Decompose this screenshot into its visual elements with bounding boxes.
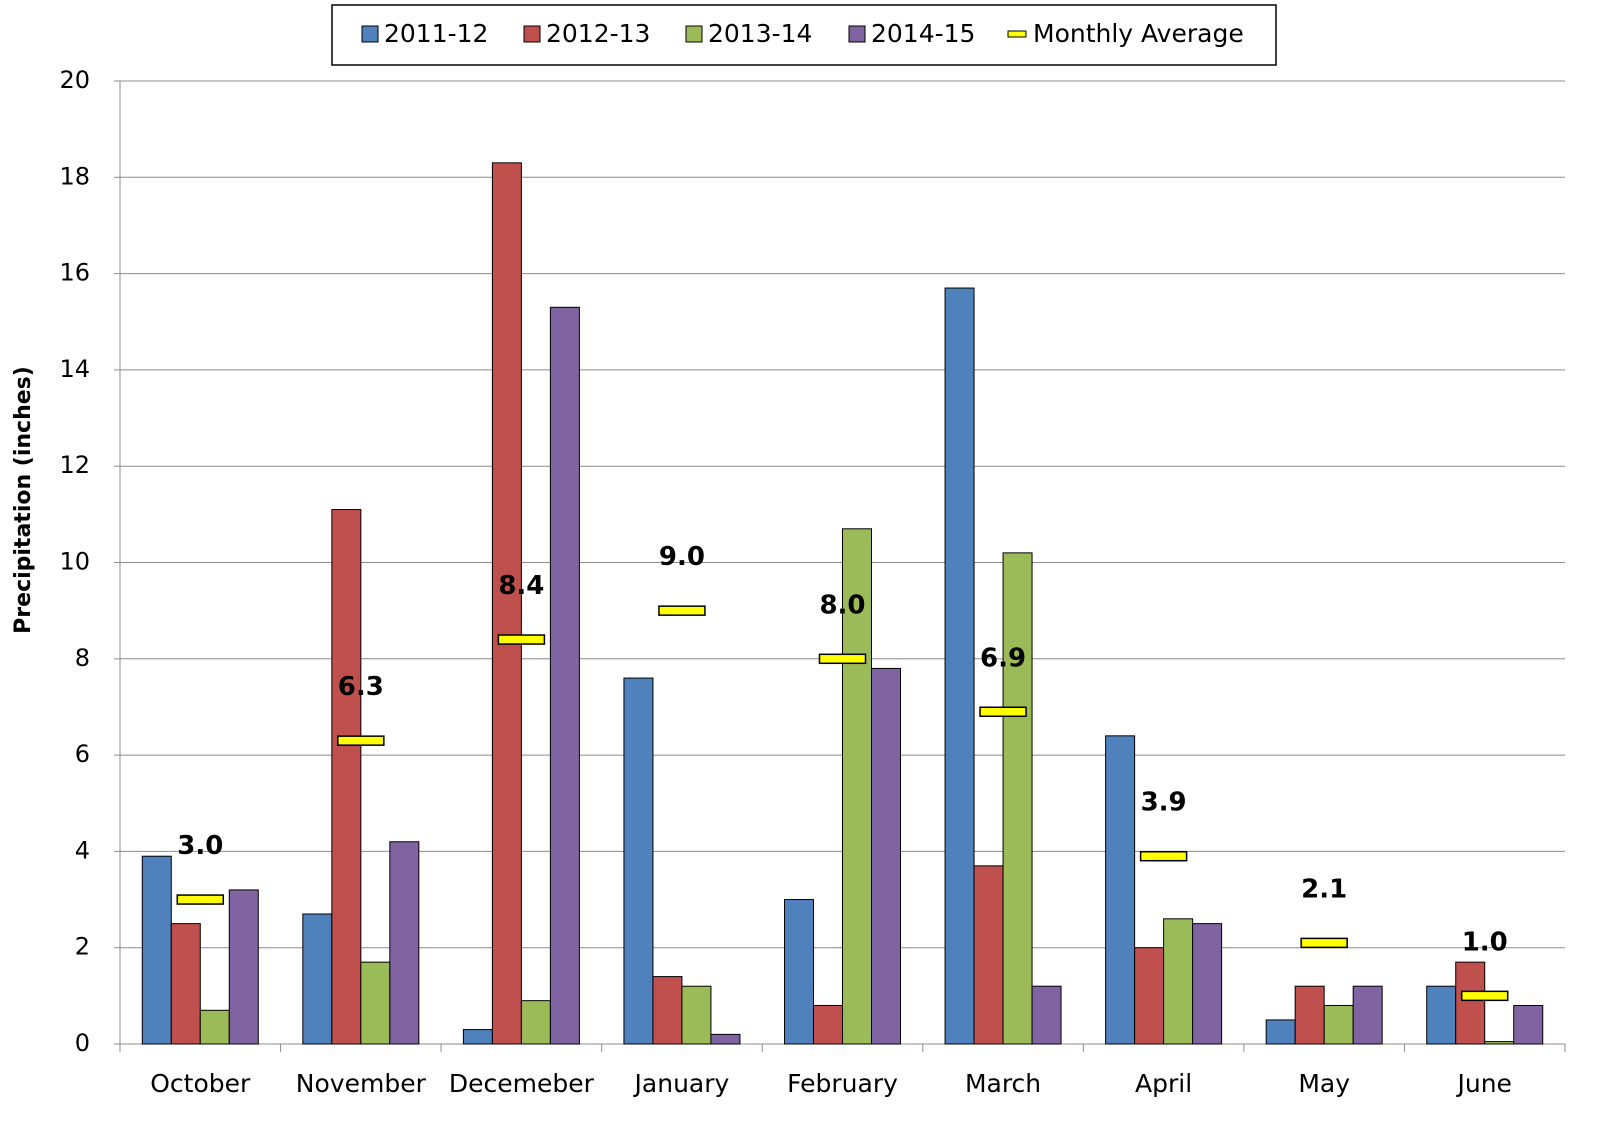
bar	[520, 1000, 551, 1045]
x-tick-label: January	[633, 1069, 730, 1098]
bar	[1265, 1019, 1296, 1045]
x-tick-label: February	[787, 1069, 898, 1098]
bar	[1323, 1004, 1354, 1045]
bar	[784, 899, 814, 1045]
bar	[389, 841, 420, 1045]
value-label: 3.0	[177, 831, 223, 861]
x-tick-label: March	[965, 1069, 1041, 1098]
bar	[1002, 552, 1033, 1045]
value-label: 3.9	[1141, 788, 1187, 818]
bar	[1455, 961, 1486, 1045]
bar	[652, 976, 683, 1045]
bar	[228, 889, 259, 1045]
bar	[973, 865, 1004, 1045]
value-label: 2.1	[1301, 874, 1347, 904]
bar	[302, 913, 333, 1045]
legend-label: Monthly Average	[1033, 19, 1244, 48]
value-label: 1.0	[1462, 927, 1508, 957]
average-marker	[337, 735, 385, 746]
x-tick-label: October	[150, 1069, 251, 1098]
x-tick-label: April	[1135, 1069, 1192, 1098]
bar	[170, 923, 201, 1045]
legend-swatch	[685, 25, 703, 43]
average-marker	[1300, 937, 1348, 949]
y-tick-label: 20	[59, 66, 90, 94]
average-marker	[818, 653, 867, 665]
bar	[871, 667, 901, 1045]
average-marker	[176, 894, 225, 905]
legend-label: 2012-13	[546, 19, 650, 48]
average-marker	[1460, 990, 1509, 1002]
legend-swatch	[523, 25, 541, 43]
bar	[331, 509, 362, 1045]
bar	[462, 1029, 493, 1045]
value-label: 8.4	[498, 571, 544, 601]
bar	[842, 528, 872, 1045]
bar	[491, 162, 522, 1045]
legend-marker	[1007, 30, 1027, 38]
bar	[141, 855, 172, 1045]
value-label: 6.3	[338, 672, 384, 702]
average-marker	[979, 706, 1027, 718]
bar	[1105, 735, 1136, 1045]
bar	[1484, 1041, 1515, 1045]
bar	[623, 677, 654, 1045]
bar	[1134, 947, 1165, 1045]
legend-label: 2013-14	[708, 19, 812, 48]
average-marker	[658, 605, 706, 616]
y-axis-label: Precipitation (inches)	[11, 366, 36, 634]
y-tick-label: 10	[59, 548, 90, 576]
y-tick-label: 2	[75, 933, 90, 961]
bar	[1426, 985, 1457, 1045]
bar	[360, 961, 391, 1045]
legend-label: 2014-15	[871, 19, 975, 48]
average-marker	[1139, 850, 1188, 862]
bar	[681, 985, 712, 1045]
y-tick-label: 14	[59, 355, 90, 383]
y-tick-label: 4	[75, 836, 90, 864]
y-tick-label: 18	[59, 162, 90, 190]
y-tick-label: 16	[59, 259, 90, 287]
value-label: 6.9	[980, 643, 1026, 673]
y-tick-label: 6	[75, 740, 90, 768]
x-tick-label: Decemeber	[449, 1069, 595, 1098]
legend-box	[331, 4, 1277, 66]
value-label: 9.0	[659, 542, 705, 572]
y-tick-label: 0	[75, 1029, 90, 1057]
bar	[1192, 923, 1223, 1045]
legend-swatch	[848, 25, 866, 43]
bar	[1031, 985, 1062, 1045]
bar	[710, 1033, 741, 1045]
x-tick-label: May	[1298, 1069, 1350, 1098]
legend-label: 2011-12	[384, 19, 488, 48]
y-tick-label: 8	[75, 644, 90, 672]
x-tick-label: November	[296, 1069, 427, 1098]
legend-swatch	[361, 25, 379, 43]
bar	[1163, 918, 1194, 1045]
bar	[549, 306, 580, 1045]
x-tick-label: June	[1455, 1069, 1511, 1098]
bar	[944, 287, 975, 1045]
bar	[1294, 985, 1325, 1045]
average-marker	[497, 634, 546, 645]
value-label: 8.0	[819, 590, 865, 620]
bar	[813, 1004, 843, 1045]
bar	[199, 1009, 230, 1045]
y-tick-label: 12	[59, 451, 90, 479]
bar	[1513, 1004, 1544, 1045]
bar	[1352, 985, 1383, 1045]
